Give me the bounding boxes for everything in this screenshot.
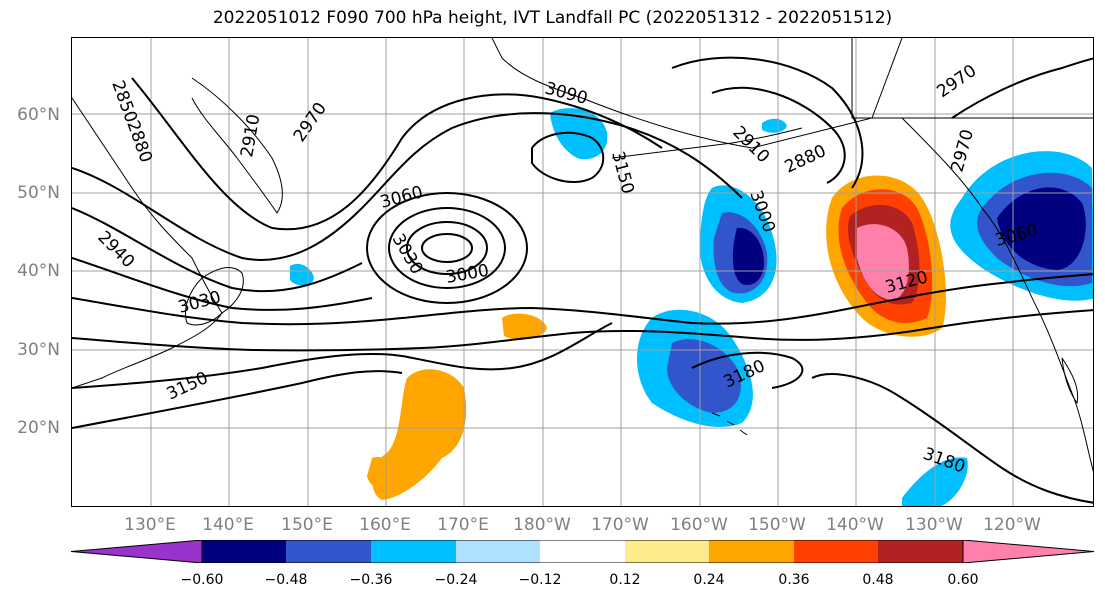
lon-label-140w: 140°W	[826, 515, 884, 535]
height-contours	[72, 56, 1093, 504]
colorbar-bin	[794, 540, 878, 563]
colorbar-tick: 0.48	[862, 572, 894, 588]
colorbar-bin	[709, 540, 794, 563]
lon-label-150w: 150°W	[748, 515, 806, 535]
positive-anomaly-area	[502, 313, 547, 340]
lat-label-30n: 30°N	[17, 340, 60, 360]
contour-label: 3060	[378, 182, 425, 213]
positive-anomaly-area	[372, 369, 467, 500]
alaska-coast	[491, 38, 903, 149]
negative-anomaly-area	[762, 118, 787, 133]
baja-coast	[1061, 357, 1079, 405]
lon-label-120w: 120°W	[983, 515, 1041, 535]
lon-label-170w: 170°W	[591, 515, 649, 535]
contour-label: 2970	[948, 127, 979, 174]
lon-label-130w: 130°W	[905, 515, 963, 535]
lat-label-40n: 40°N	[17, 261, 60, 281]
positive-anomaly-peak	[857, 224, 909, 300]
contour-label: 3000	[444, 261, 490, 288]
colorbar-tick: −0.36	[349, 572, 393, 588]
colorbar-tick: 0.12	[609, 572, 641, 588]
colorbar-tick: −0.60	[180, 572, 224, 588]
colorbar-bin	[540, 540, 625, 563]
lon-label-160w: 160°W	[670, 515, 728, 535]
lon-label-160e: 160°E	[359, 515, 411, 535]
japan-coast	[185, 267, 244, 326]
map-panel: 2850 2880 2910 2970 2940 3030 3060 3030 …	[71, 37, 1094, 507]
lon-label-150e: 150°E	[281, 515, 333, 535]
map-canvas: 2850 2880 2910 2970 2940 3030 3060 3030 …	[72, 38, 1093, 506]
lon-label-140e: 140°E	[202, 515, 254, 535]
colorbar	[71, 540, 1094, 563]
colorbar-tick: −0.48	[264, 572, 308, 588]
negative-anomaly-area	[290, 263, 314, 286]
contour-label: 3150	[607, 149, 638, 196]
contour-label: 2940	[93, 227, 138, 272]
colorbar-bin	[878, 540, 963, 563]
colorbar-tick: −0.12	[518, 572, 562, 588]
alaska-peninsula-coast	[611, 127, 803, 159]
colorbar-bin	[625, 540, 709, 563]
lat-label-50n: 50°N	[17, 183, 60, 203]
contour-label: 2880	[782, 141, 830, 177]
graticule	[72, 38, 1093, 506]
contour-label: 3030	[176, 287, 223, 318]
colorbar-tick: 0.60	[947, 572, 979, 588]
lat-label-20n: 20°N	[17, 418, 60, 438]
lon-label-130e: 130°E	[124, 515, 176, 535]
lat-label-60n: 60°N	[17, 105, 60, 125]
negative-anomaly-peak	[997, 187, 1086, 270]
colorbar-bin	[371, 540, 456, 563]
colorbar-bin	[456, 540, 540, 563]
lon-label-170e: 170°E	[437, 515, 489, 535]
colorbar-extend-high	[962, 540, 1094, 563]
colorbar-bin	[286, 540, 371, 563]
colorbar-tick: 0.24	[693, 572, 725, 588]
colorbar-extend-low	[71, 540, 203, 563]
contour-label: 3150	[164, 368, 212, 404]
figure-title: 2022051012 F090 700 hPa height, IVT Land…	[212, 8, 893, 28]
north-border-line	[851, 38, 1093, 119]
contour-label: 2970	[933, 61, 980, 102]
colorbar-tick: −0.24	[434, 572, 478, 588]
contour-label: 2970	[290, 99, 331, 146]
lon-label-180w: 180°W	[513, 515, 571, 535]
north-america-coast	[901, 117, 1093, 473]
hawaii-islands	[711, 412, 748, 436]
colorbar-bin	[202, 540, 286, 563]
kamchatka-coast	[191, 77, 283, 214]
colorbar-tick: 0.36	[778, 572, 810, 588]
contour-label: 2850	[107, 78, 141, 125]
positive-anomaly-area	[367, 457, 394, 489]
